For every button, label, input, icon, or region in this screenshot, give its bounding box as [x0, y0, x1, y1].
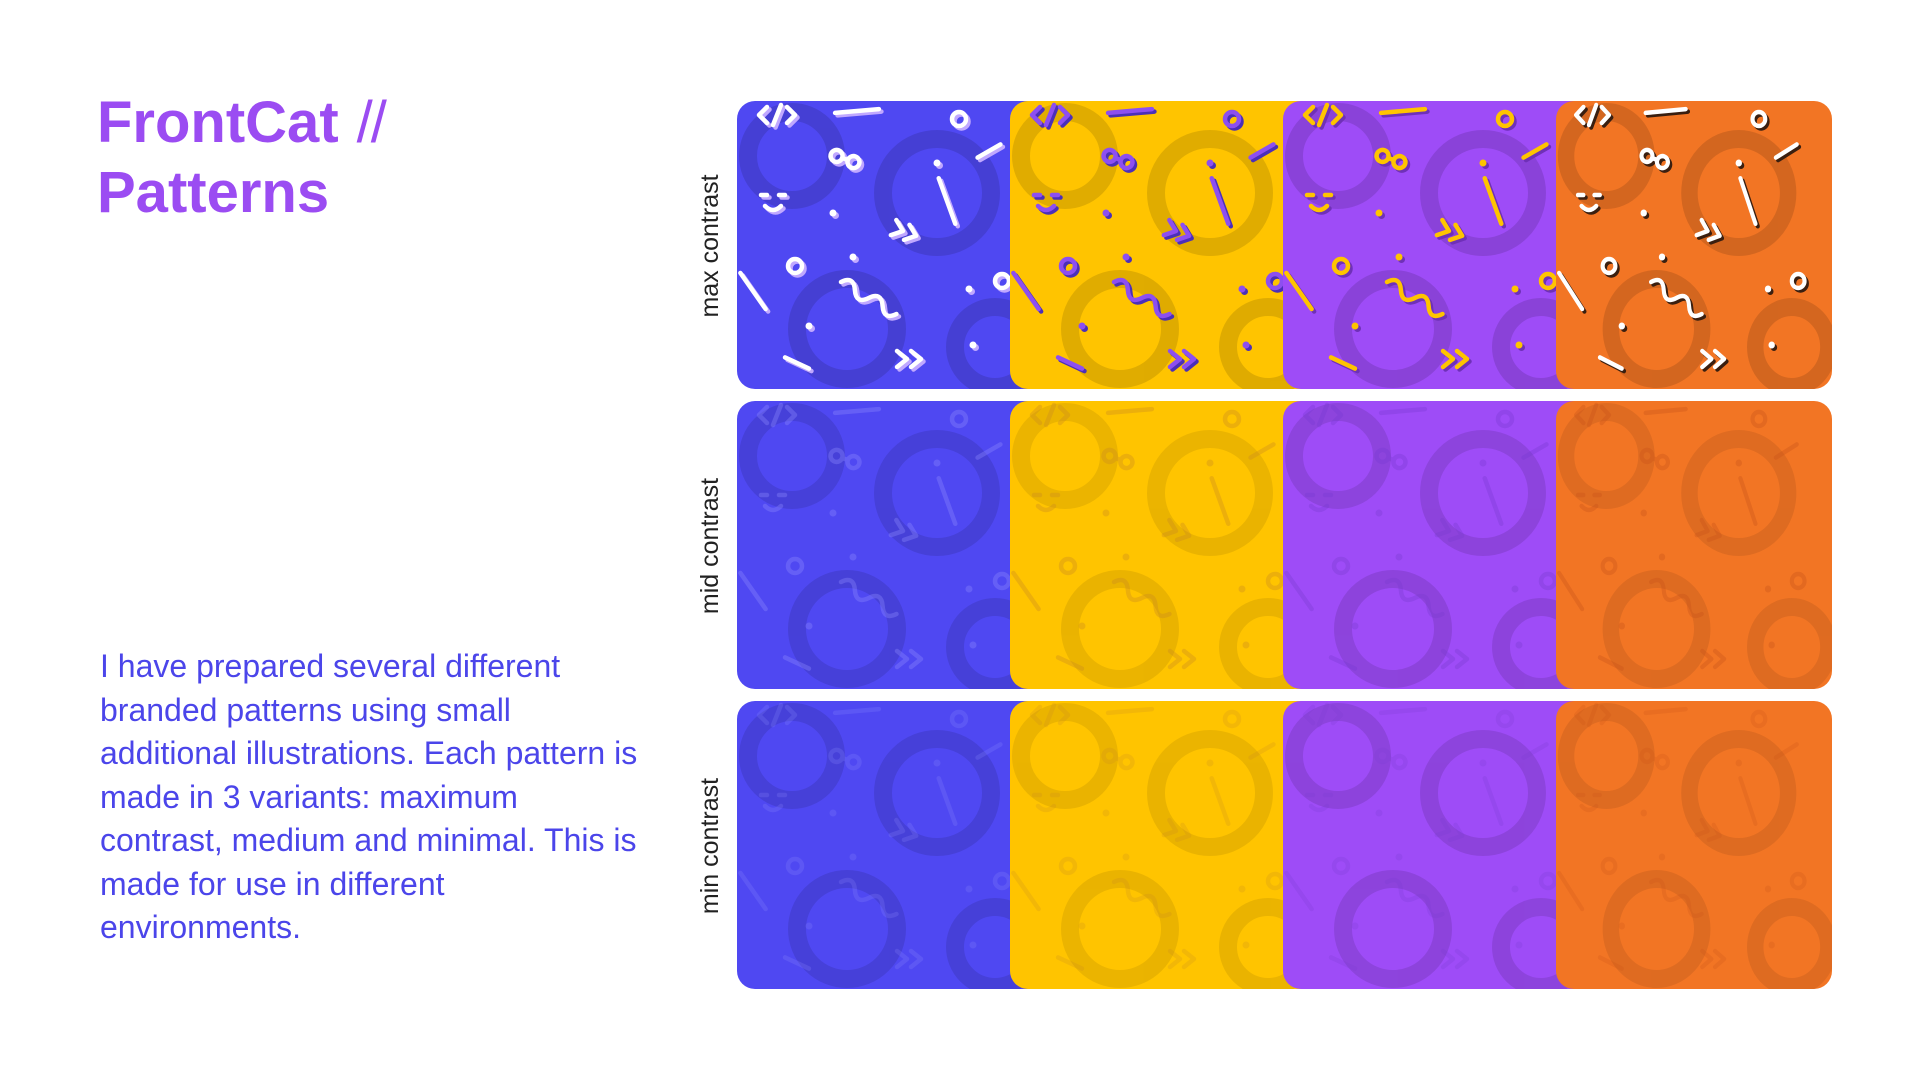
- pattern-tile-blue-max: [737, 101, 1039, 389]
- pattern-orange-max-icon: [1556, 101, 1832, 389]
- pattern-tile-orange-min: [1556, 701, 1832, 989]
- pattern-purple-max-icon: [1283, 101, 1585, 389]
- pattern-strip-max: [737, 101, 1832, 389]
- pattern-strip-min: [737, 701, 1832, 989]
- pattern-blue-mid-icon: [737, 401, 1039, 689]
- pattern-tile-yellow-max: [1010, 101, 1312, 389]
- pattern-tile-purple-mid: [1283, 401, 1585, 689]
- pattern-tile-purple-max: [1283, 101, 1585, 389]
- pattern-orange-min-icon: [1556, 701, 1832, 989]
- pattern-purple-mid-icon: [1283, 401, 1585, 689]
- pattern-tile-blue-min: [737, 701, 1039, 989]
- pattern-yellow-max-icon: [1010, 101, 1312, 389]
- description-text: I have prepared several different brande…: [100, 648, 638, 945]
- title-brand: FrontCat: [97, 90, 339, 155]
- title-subtitle: Patterns: [97, 160, 330, 225]
- pattern-blue-max-icon: [737, 101, 1039, 389]
- pattern-purple-min-icon: [1283, 701, 1585, 989]
- pattern-tile-purple-min: [1283, 701, 1585, 989]
- pattern-tile-yellow-min: [1010, 701, 1312, 989]
- pattern-strip-mid: [737, 401, 1832, 689]
- pattern-tile-yellow-mid: [1010, 401, 1312, 689]
- pattern-tile-orange-max: [1556, 101, 1832, 389]
- pattern-blue-min-icon: [737, 701, 1039, 989]
- pattern-tile-blue-mid: [737, 401, 1039, 689]
- title-separator: //: [356, 90, 387, 155]
- page-title: FrontCat // Patterns: [97, 88, 387, 228]
- pattern-orange-mid-icon: [1556, 401, 1832, 689]
- pattern-yellow-mid-icon: [1010, 401, 1312, 689]
- pattern-tile-orange-mid: [1556, 401, 1832, 689]
- pattern-yellow-min-icon: [1010, 701, 1312, 989]
